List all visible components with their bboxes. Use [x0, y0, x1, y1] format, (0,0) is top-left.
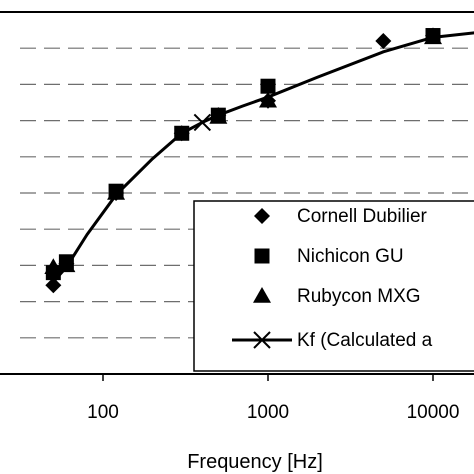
legend-marker-kf [253, 331, 271, 349]
x-axis-title: Frequency [Hz] [187, 451, 323, 473]
series-point-rubycon-mxg [209, 107, 228, 124]
legend-label: Rubycon MXG [297, 286, 421, 307]
series-point-nichicon-gu [260, 78, 276, 94]
legend-box [193, 200, 474, 372]
series-line-kf [52, 31, 474, 283]
x-tick-label: 100 [87, 402, 119, 423]
series-point-rubycon-mxg [44, 258, 63, 274]
series-lines [52, 31, 474, 283]
series-point-rubycon-mxg [259, 91, 277, 108]
series-point-rubycon-mxg [57, 256, 76, 273]
legend-label: Kf (Calculated a [297, 330, 433, 351]
series-point-nichicon-gu [174, 125, 190, 141]
plot-area-frame [0, 11, 474, 375]
series-point-rubycon-mxg [424, 28, 442, 45]
series-point-cornell-dubilier [45, 277, 62, 294]
legend-marker [254, 248, 270, 264]
legend-marker [254, 208, 270, 224]
series-point-rubycon-mxg [107, 184, 126, 200]
legend: Cornell Dubilier Nichicon GU Rubycon MXG Kf… [193, 200, 474, 372]
x-mark-stroke [193, 113, 212, 132]
x-axis-ticks: 100 1000 10000 [87, 374, 459, 423]
series-point-cornell-dubilier [375, 32, 392, 49]
x-tick-label: 1000 [247, 402, 289, 423]
series-markers [44, 27, 442, 294]
legend-label: Cornell Dubilier [297, 206, 428, 227]
legend-marker [253, 287, 271, 303]
x-mark-stroke [253, 331, 271, 349]
x-tick-label: 10000 [407, 402, 460, 423]
series-point-kf [193, 113, 212, 132]
legend-label: Nichicon GU [297, 246, 404, 267]
